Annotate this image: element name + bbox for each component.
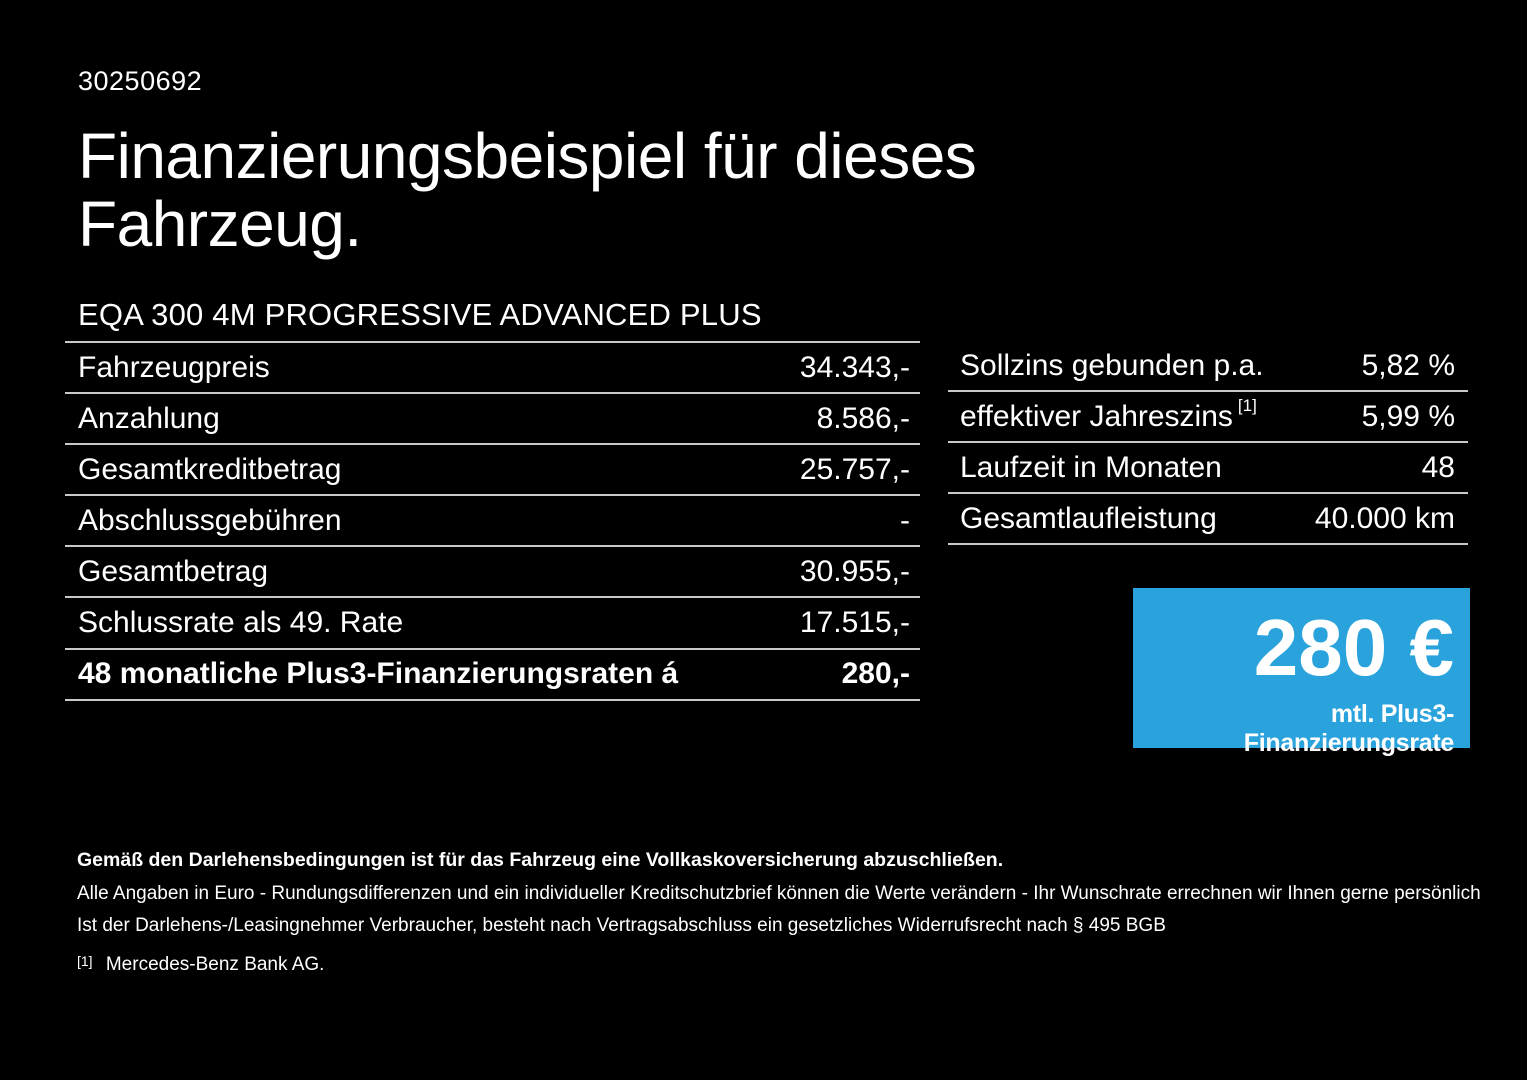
row-label: 48 monatliche Plus3-Finanzierungsraten á <box>78 657 679 691</box>
table-row: effektiver Jahreszins [1] 5,99 % <box>948 392 1468 444</box>
row-value: 8.586,- <box>816 401 910 435</box>
row-label: Abschlussgebühren <box>78 503 342 537</box>
table-row: Laufzeit in Monaten 48 <box>948 443 1468 495</box>
footnote-reference: [1] <box>1237 395 1257 415</box>
document-id: 30250692 <box>78 66 203 96</box>
bank-footnote: [1] Mercedes-Benz Bank AG. <box>77 953 1481 977</box>
disclaimer-note-2: Ist der Darlehens-/Leasingnehmer Verbrau… <box>77 915 1166 936</box>
table-row: Abschlussgebühren - <box>65 496 920 548</box>
row-value: 30.955,- <box>799 554 910 588</box>
table-row: Gesamtbetrag 30.955,- <box>65 547 920 599</box>
table-row-monthly-rate: 48 monatliche Plus3-Finanzierungsraten á… <box>65 650 920 701</box>
page-title-line2: Fahrzeug. <box>78 188 362 260</box>
row-value: 48 <box>1421 450 1455 484</box>
row-label: Gesamtlaufleistung <box>960 501 1217 535</box>
page-title: Finanzierungsbeispiel für dieses Fahrzeu… <box>78 120 977 260</box>
row-label: Schlussrate als 49. Rate <box>78 606 404 640</box>
financing-table: Fahrzeugpreis 34.343,- Anzahlung 8.586,-… <box>65 341 920 701</box>
row-value: 5,82 % <box>1361 348 1455 382</box>
legal-footer: Gemäß den Darlehensbedingungen ist für d… <box>77 849 1481 977</box>
row-value: 40.000 km <box>1314 501 1455 535</box>
disclaimer-note-1: Alle Angaben in Euro - Rundungsdifferenz… <box>77 883 1481 904</box>
vehicle-name: EQA 300 4M PROGRESSIVE ADVANCED PLUS <box>78 297 762 332</box>
row-value: 34.343,- <box>799 350 910 384</box>
insurance-note: Gemäß den Darlehensbedingungen ist für d… <box>77 849 1004 871</box>
footnote-marker: [1] <box>77 953 93 969</box>
row-value: 5,99 % <box>1361 399 1455 433</box>
footnote-text: Mercedes-Benz Bank AG. <box>105 954 325 975</box>
row-label: Fahrzeugpreis <box>78 350 270 384</box>
table-row: Gesamtkreditbetrag 25.757,- <box>65 445 920 497</box>
row-value: 280,- <box>841 657 910 691</box>
row-label: Gesamtbetrag <box>78 554 269 588</box>
table-row: Schlussrate als 49. Rate 17.515,- <box>65 598 920 650</box>
row-label: effektiver Jahreszins <box>960 399 1233 433</box>
row-value: 17.515,- <box>799 606 910 640</box>
table-row: Anzahlung 8.586,- <box>65 394 920 446</box>
row-label: Sollzins gebunden p.a. <box>960 348 1264 382</box>
monthly-rate-amount: 280 € <box>1253 603 1454 692</box>
row-label: Gesamtkreditbetrag <box>78 452 342 486</box>
table-row: Fahrzeugpreis 34.343,- <box>65 343 920 395</box>
monthly-rate-caption: mtl. Plus3-Finanzierungsrate <box>1243 700 1455 757</box>
conditions-table: Sollzins gebunden p.a. 5,82 % effektiver… <box>948 341 1468 546</box>
row-value: 25.757,- <box>799 452 910 486</box>
table-row: Gesamtlaufleistung 40.000 km <box>948 494 1468 546</box>
row-label-wrap: effektiver Jahreszins [1] <box>960 396 1257 434</box>
monthly-rate-box: 280 € mtl. Plus3-Finanzierungsrate <box>1133 588 1470 757</box>
row-label: Laufzeit in Monaten <box>960 450 1222 484</box>
row-label: Anzahlung <box>78 401 220 435</box>
row-value: - <box>900 503 910 537</box>
page-title-line1: Finanzierungsbeispiel für dieses <box>78 120 977 192</box>
table-row: Sollzins gebunden p.a. 5,82 % <box>948 341 1468 393</box>
